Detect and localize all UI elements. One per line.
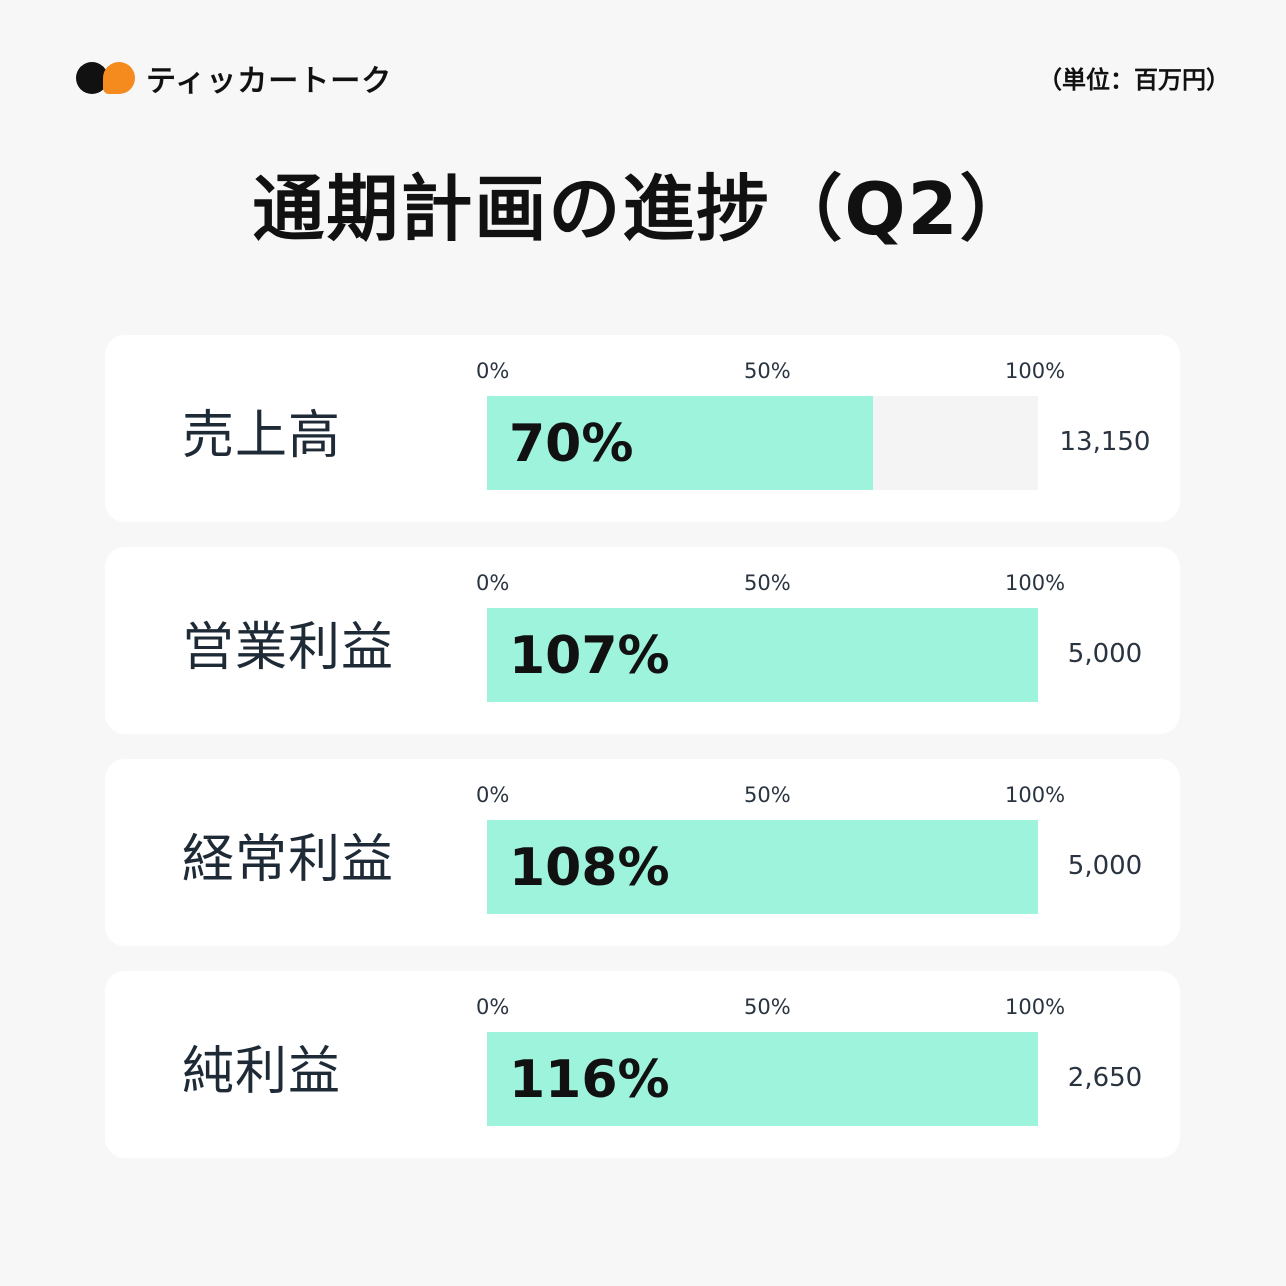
progress-card: 経常利益 0% 50% 100% 108% 5,000	[105, 759, 1180, 946]
row-label: 経常利益	[182, 830, 395, 890]
bar	[487, 820, 1038, 914]
progress-card: 営業利益 0% 50% 100% 107% 5,000	[105, 547, 1180, 734]
progress-card: 売上高 0% 50% 100% 70% 13,150	[105, 335, 1180, 522]
page-title: 通期計画の進捗（Q2）	[252, 167, 1034, 251]
axis-tick-label: 100%	[1005, 571, 1066, 595]
bar-track: 107%	[487, 608, 1038, 702]
bar-track: 70%	[487, 396, 1038, 490]
axis-tick-label: 50%	[744, 359, 791, 383]
bar-track: 108%	[487, 820, 1038, 914]
bar	[487, 608, 1038, 702]
bar-value-label: 70%	[509, 414, 634, 474]
brand-logo: ティッカートーク	[74, 58, 393, 99]
axis-tick-label: 50%	[744, 783, 791, 807]
axis-tick-label: 0%	[476, 571, 510, 595]
bar-value-label: 108%	[509, 838, 670, 898]
bar-track: 116%	[487, 1032, 1038, 1126]
axis-tick-label: 100%	[1005, 783, 1066, 807]
row-label: 純利益	[182, 1042, 342, 1102]
axis-tick-label: 50%	[744, 571, 791, 595]
target-value: 5,000	[1067, 851, 1143, 881]
target-value: 13,150	[1059, 427, 1151, 457]
axis-tick-label: 100%	[1005, 995, 1066, 1019]
axis-tick-label: 100%	[1005, 359, 1066, 383]
target-value: 5,000	[1067, 639, 1143, 669]
bar	[487, 396, 873, 490]
row-label: 売上高	[182, 406, 342, 466]
brand-name: ティッカートーク	[146, 64, 393, 99]
axis-tick-label: 0%	[476, 995, 510, 1019]
unit-note: （単位：百万円）	[1038, 66, 1230, 94]
row-label: 営業利益	[182, 618, 395, 678]
bar-value-label: 116%	[509, 1050, 670, 1110]
target-value: 2,650	[1067, 1063, 1143, 1093]
axis-tick-label: 0%	[476, 783, 510, 807]
logo-icon	[74, 58, 138, 98]
axis-tick-label: 0%	[476, 359, 510, 383]
bar-value-label: 107%	[509, 626, 670, 686]
bar	[487, 1032, 1038, 1126]
axis-tick-label: 50%	[744, 995, 791, 1019]
progress-card: 純利益 0% 50% 100% 116% 2,650	[105, 971, 1180, 1158]
